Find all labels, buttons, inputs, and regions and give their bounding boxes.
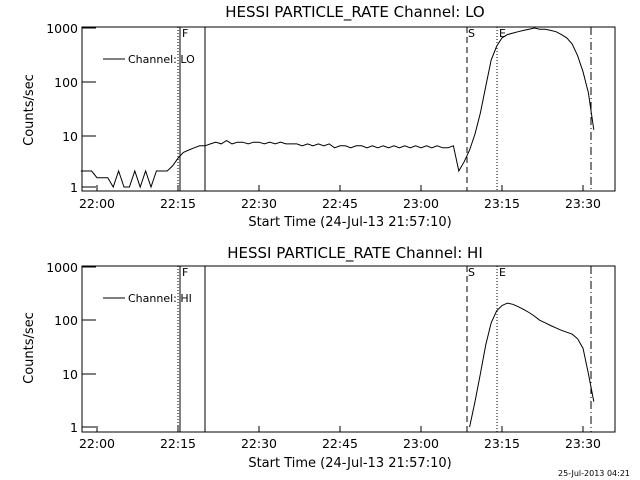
x-tick-label: 22:15: [160, 436, 196, 451]
marker-lines-hi: F S E: [177, 266, 592, 432]
marker-label-s: S: [468, 27, 475, 40]
x-tick-label: 23:15: [484, 436, 520, 451]
legend-label: Channel: LO: [128, 53, 195, 66]
legend-label: Channel: HI: [128, 292, 192, 305]
y-axis-label-lo: Counts/sec: [22, 74, 37, 146]
timestamp: 25-Jul-2013 04:21: [558, 469, 630, 478]
chart-title-hi: HESSI PARTICLE_RATE Channel: HI: [227, 244, 483, 263]
x-tick-label: 23:30: [565, 436, 601, 451]
legend-hi: Channel: HI: [103, 292, 192, 305]
x-tick-label: 22:15: [160, 196, 196, 211]
x-tick-label: 22:45: [322, 436, 358, 451]
marker-label-s: S: [468, 266, 475, 279]
x-tick-label: 22:45: [322, 196, 358, 211]
y-ticks-lo: 1 10 100 1000: [46, 21, 96, 195]
panel-lo: HESSI PARTICLE_RATE Channel: LO Counts/s…: [22, 3, 616, 230]
y-axis-label-hi: Counts/sec: [22, 312, 37, 384]
y-tick-label: 10: [62, 129, 78, 144]
plot-frame-hi: [81, 265, 616, 433]
y-tick-label: 1: [70, 180, 78, 195]
y-tick-label: 100: [54, 75, 78, 90]
chart-title-lo: HESSI PARTICLE_RATE Channel: LO: [225, 3, 484, 22]
y-tick-label: 1000: [46, 21, 78, 36]
y-ticks-hi: 1 10 100 1000: [46, 260, 96, 435]
x-tick-label: 22:00: [79, 196, 115, 211]
marker-label-e: E: [499, 266, 506, 279]
series-line-lo: [80, 27, 595, 189]
y-tick-label: 100: [54, 313, 78, 328]
marker-label-f: F: [182, 266, 188, 279]
legend-lo: Channel: LO: [103, 53, 195, 66]
y-tick-label: 1000: [46, 260, 78, 275]
panel-hi: HESSI PARTICLE_RATE Channel: HI Counts/s…: [22, 244, 616, 471]
x-tick-label: 23:00: [403, 436, 439, 451]
marker-label-f: F: [182, 27, 188, 40]
x-tick-label: 22:30: [241, 436, 277, 451]
x-tick-label: 23:15: [484, 196, 520, 211]
x-tick-label: 22:30: [241, 196, 277, 211]
x-axis-label-hi: Start Time (24-Jul-13 21:57:10): [248, 456, 451, 471]
y-tick-label: 10: [62, 367, 78, 382]
x-tick-label: 22:00: [79, 436, 115, 451]
series-line-hi: [469, 302, 595, 428]
x-tick-label: 23:30: [565, 196, 601, 211]
y-tick-label: 1: [70, 420, 78, 435]
plot-frame-lo: [81, 26, 616, 192]
x-tick-label: 23:00: [403, 196, 439, 211]
x-ticks-hi: 22:00 22:15 22:30 22:45 23:00 23:15 23:3…: [79, 426, 601, 451]
x-axis-label-lo: Start Time (24-Jul-13 21:57:10): [248, 215, 451, 230]
marker-lines-lo: F S E: [177, 27, 592, 191]
marker-label-e: E: [499, 27, 506, 40]
x-ticks-lo: 22:00 22:15 22:30 22:45 23:00 23:15 23:3…: [79, 185, 601, 211]
